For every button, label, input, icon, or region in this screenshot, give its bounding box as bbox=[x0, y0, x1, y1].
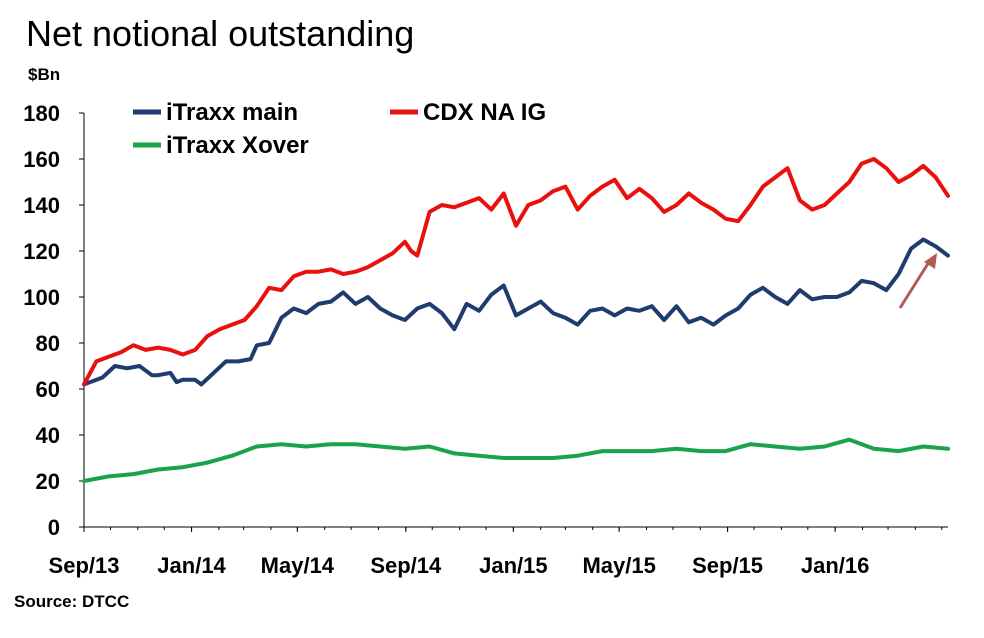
y-axis: 0 20 40 60 80 100 120 140 160 180 bbox=[23, 101, 85, 540]
legend: iTraxx main CDX NA IG iTraxx Xover bbox=[133, 99, 546, 159]
y-tick-label: 160 bbox=[23, 147, 60, 172]
y-tick-label: 60 bbox=[36, 377, 60, 402]
legend-label-itraxx-main: iTraxx main bbox=[166, 99, 298, 126]
x-tick-label: Sep/13 bbox=[49, 553, 120, 578]
legend-label-itraxx-xover: iTraxx Xover bbox=[166, 132, 309, 159]
trend-arrow-shaft bbox=[898, 261, 931, 309]
y-tick-label: 40 bbox=[36, 423, 60, 448]
x-axis: Sep/13 Jan/14 May/14 Sep/14 Jan/15 May/15 Sep/… bbox=[49, 526, 948, 578]
x-tick-label: Jan/15 bbox=[479, 553, 548, 578]
trend-arrow-head bbox=[924, 253, 937, 269]
trend-arrow bbox=[898, 253, 937, 309]
series-line-itraxx-main bbox=[82, 237, 950, 387]
series-layer bbox=[82, 157, 950, 483]
x-tick-label: May/15 bbox=[582, 553, 655, 578]
x-tick-label: Jan/16 bbox=[801, 553, 870, 578]
x-tick-label: May/14 bbox=[261, 553, 335, 578]
y-tick-label: 80 bbox=[36, 331, 60, 356]
y-tick-label: 180 bbox=[23, 101, 60, 126]
legend-label-cdx-na-ig: CDX NA IG bbox=[423, 99, 546, 126]
y-tick-label: 120 bbox=[23, 239, 60, 264]
x-tick-label: Jan/14 bbox=[157, 553, 226, 578]
y-tick-label: 20 bbox=[36, 469, 60, 494]
x-tick-label: Sep/14 bbox=[370, 553, 442, 578]
source-note: Source: DTCC bbox=[14, 592, 129, 611]
y-tick-label: 100 bbox=[23, 285, 60, 310]
series-line-cdx-na-ig bbox=[82, 157, 950, 387]
y-axis-unit-label: $Bn bbox=[28, 65, 60, 84]
series-line-itraxx-xover bbox=[82, 437, 950, 483]
y-tick-label: 0 bbox=[48, 515, 60, 540]
x-tick-label: Sep/15 bbox=[692, 553, 763, 578]
y-tick-label: 140 bbox=[23, 193, 60, 218]
chart-title: Net notional outstanding bbox=[26, 13, 414, 54]
